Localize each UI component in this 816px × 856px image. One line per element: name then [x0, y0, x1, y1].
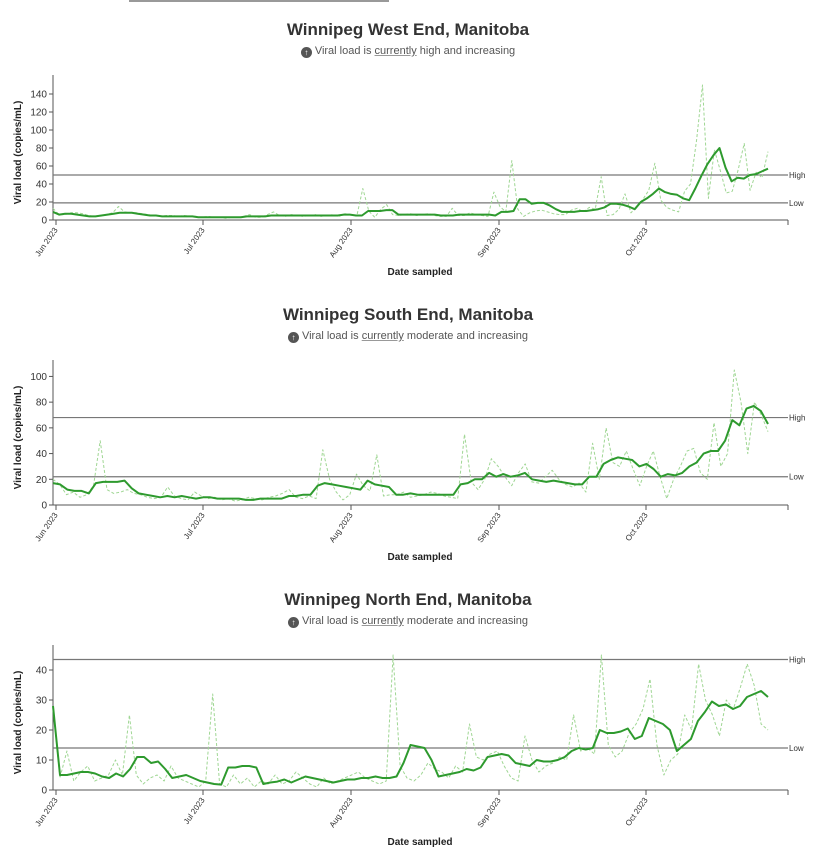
status-text: ↑ Viral load is currently moderate and in…	[0, 615, 816, 628]
y-tick-label: 100	[30, 126, 47, 137]
series-average-line	[52, 147, 769, 219]
y-axis-label: Viral load (copies/mL)	[13, 671, 24, 775]
x-tick-label: Jul 2023	[182, 796, 207, 826]
y-tick-label: 40	[36, 180, 48, 191]
status-text: ↑ Viral load is currently high and increa…	[0, 45, 816, 58]
x-tick-label: Aug 2023	[328, 511, 355, 545]
status-currently[interactable]: currently	[361, 615, 404, 627]
y-tick-label: 20	[36, 475, 48, 486]
threshold-low-label: Low	[789, 199, 804, 208]
chart-title: Winnipeg West End, Manitoba	[286, 20, 530, 39]
arrow-up-icon: ↑	[300, 47, 312, 58]
y-tick-label: 60	[36, 162, 48, 173]
line-chart: 0 20 40 60 80 100 Jun 2023 Jul 2023 Aug 2023 Sep …	[13, 360, 805, 563]
y-tick-label: 0	[41, 216, 47, 227]
series-average-line	[52, 690, 769, 786]
y-tick-label: 0	[41, 501, 47, 512]
status-suffix: moderate and increasing	[403, 615, 529, 627]
y-tick-label: 20	[36, 726, 48, 737]
top-divider	[129, 0, 389, 2]
status-prefix: Viral load is	[301, 615, 362, 627]
x-tick-label: Aug 2023	[328, 796, 355, 830]
threshold-high-label: High	[789, 414, 805, 423]
y-tick-label: 40	[36, 449, 48, 460]
status-prefix: Viral load is	[314, 45, 375, 57]
threshold-low-label: Low	[789, 473, 804, 482]
chart-panel: Winnipeg North End, Manitoba ↑ Viral load …	[0, 570, 816, 855]
x-tick-label: Oct 2023	[624, 796, 650, 828]
y-axis-label: Viral load (copies/mL)	[13, 101, 24, 205]
x-axis-label: Date sampled	[387, 837, 452, 848]
arrow-up-icon: ↑	[287, 617, 299, 628]
x-tick-label: Oct 2023	[624, 226, 650, 258]
threshold-high-label: High	[789, 171, 805, 180]
status-suffix: moderate and increasing	[403, 330, 529, 342]
y-tick-label: 80	[36, 398, 48, 409]
y-tick-label: 60	[36, 423, 48, 434]
y-tick-label: 0	[41, 786, 47, 797]
chart-title: Winnipeg South End, Manitoba	[282, 305, 534, 324]
x-tick-label: Sep 2023	[476, 226, 503, 260]
y-axis-label: Viral load (copies/mL)	[13, 386, 24, 490]
y-tick-label: 80	[36, 144, 48, 155]
y-tick-label: 20	[36, 198, 48, 209]
y-tick-label: 40	[36, 666, 48, 677]
y-tick-label: 100	[30, 372, 47, 383]
x-axis-label: Date sampled	[387, 552, 452, 563]
status-suffix: high and increasing	[416, 45, 516, 57]
line-chart: 0 20 40 60 80 100 120 140 Jun 2023 Jul 2023 Aug 20…	[13, 75, 805, 278]
y-tick-label: 120	[30, 108, 47, 119]
chart-panel: Winnipeg South End, Manitoba ↑ Viral load …	[0, 285, 816, 570]
series-daily-line	[52, 84, 769, 219]
x-tick-label: Oct 2023	[624, 511, 650, 543]
x-tick-label: Sep 2023	[476, 796, 503, 830]
chart-panel: Winnipeg West End, Manitoba ↑ Viral load i…	[0, 0, 816, 285]
series-average-line	[52, 405, 769, 501]
chart-title: Winnipeg North End, Manitoba	[284, 590, 532, 609]
threshold-high-label: High	[789, 656, 805, 665]
y-tick-label: 30	[36, 696, 48, 707]
series-daily-line	[52, 369, 769, 502]
x-tick-label: Aug 2023	[328, 226, 355, 260]
status-currently[interactable]: currently	[361, 330, 404, 342]
arrow-up-icon: ↑	[287, 332, 299, 343]
series-daily-line	[52, 654, 769, 788]
x-tick-label: Jun 2023	[33, 796, 60, 829]
status-text: ↑ Viral load is currently moderate and in…	[0, 330, 816, 343]
status-currently[interactable]: currently	[374, 45, 417, 57]
x-tick-label: Jun 2023	[33, 511, 60, 544]
status-prefix: Viral load is	[301, 330, 362, 342]
y-tick-label: 10	[36, 756, 48, 767]
x-tick-label: Jun 2023	[33, 226, 60, 259]
x-tick-label: Sep 2023	[476, 511, 503, 545]
x-tick-label: Jul 2023	[182, 226, 207, 256]
line-chart: 0 10 20 30 40 Jun 2023 Jul 2023 Aug 2023 Sep 202…	[13, 645, 805, 848]
x-tick-label: Jul 2023	[182, 511, 207, 541]
threshold-low-label: Low	[789, 744, 804, 753]
x-axis-label: Date sampled	[387, 267, 452, 278]
y-tick-label: 140	[30, 90, 47, 101]
